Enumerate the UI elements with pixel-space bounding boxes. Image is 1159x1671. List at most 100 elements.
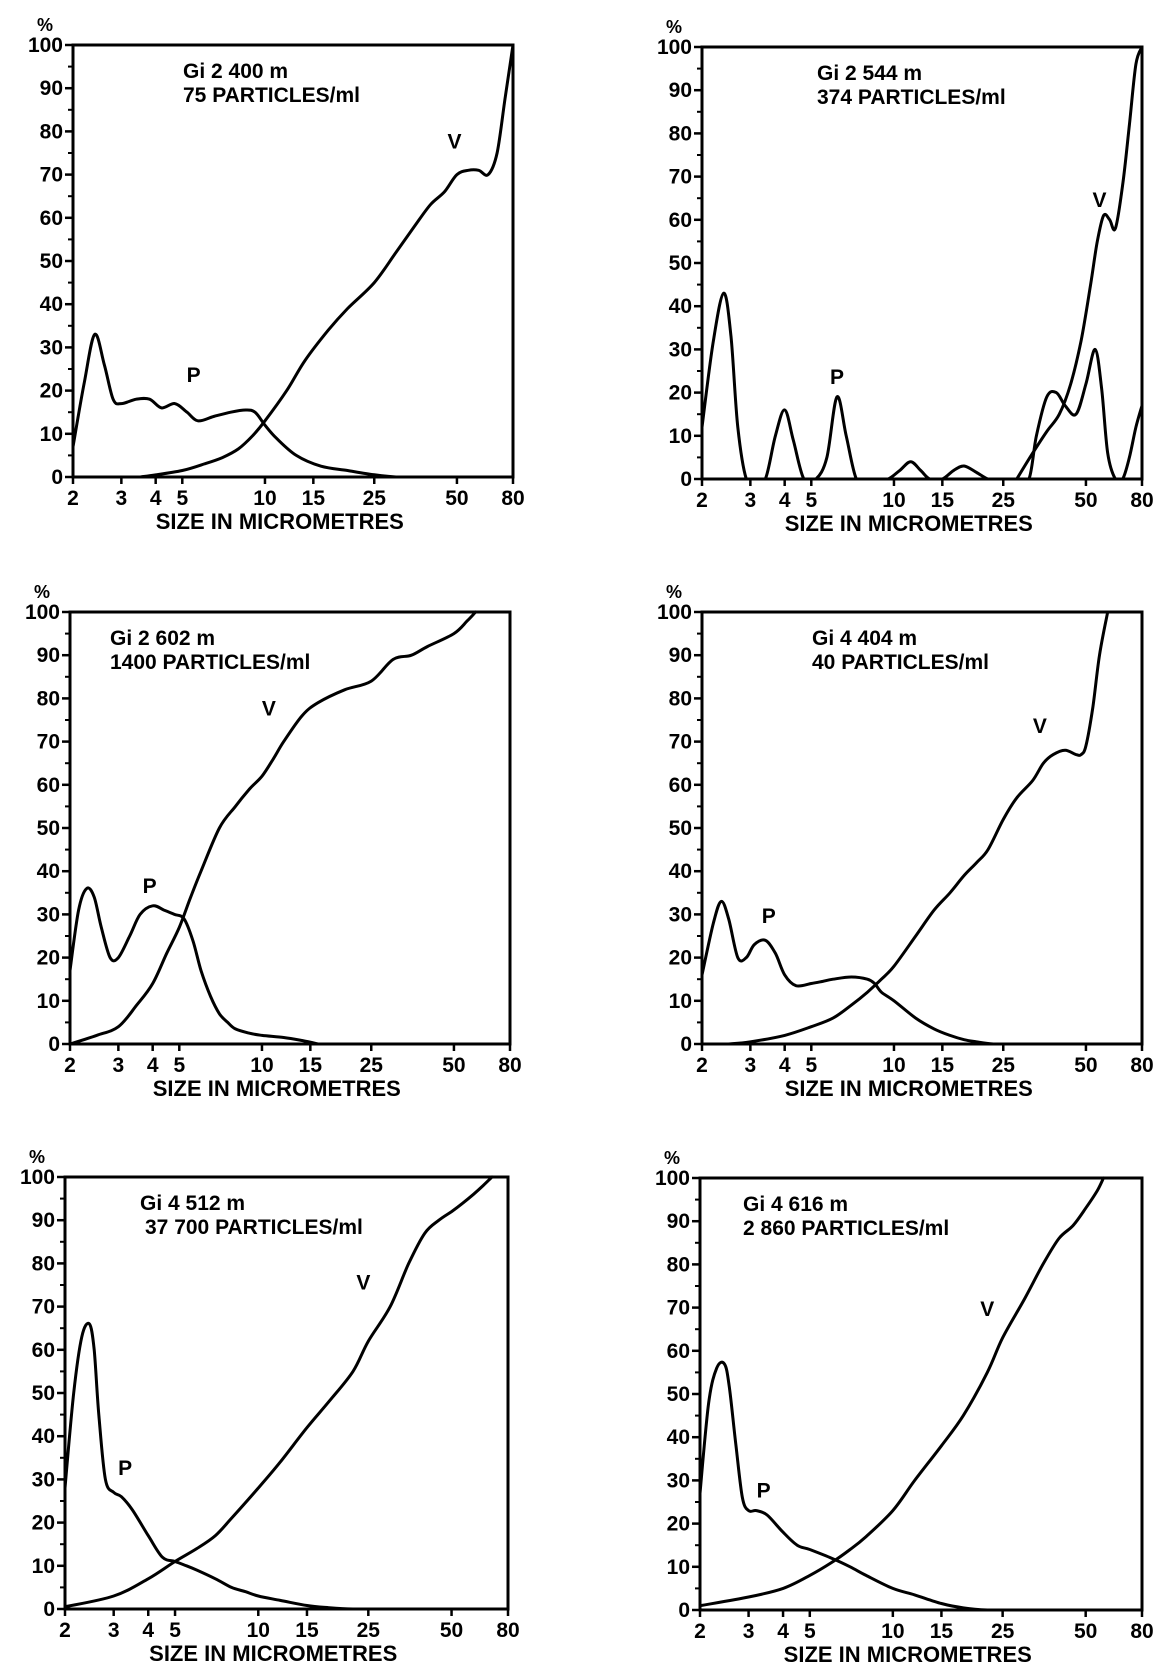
y-tick-label: 50	[32, 1382, 55, 1405]
y-tick-label: 70	[37, 731, 60, 754]
panel-4: 0 10 20 30 40 50 60 70 80 90 100% 2 3 4 5 10 15 25 50 80 SIZ…	[657, 582, 1154, 1101]
x-tick-label: 80	[1130, 1054, 1153, 1077]
x-tick-label: 80	[1130, 1620, 1153, 1643]
series-line-V	[700, 1176, 1105, 1608]
y-tick-label: 50	[669, 817, 692, 840]
x-tick-label: 3	[116, 487, 128, 510]
y-unit-label: %	[664, 1148, 680, 1168]
curve-label-V: V	[448, 131, 462, 154]
y-tick-label: 30	[40, 336, 63, 359]
x-tick-label: 5	[176, 487, 188, 510]
y-tick-label: 70	[32, 1296, 55, 1319]
y-tick-label: 40	[669, 295, 692, 318]
chart-title: Gi 2 602 m	[110, 627, 215, 650]
plot-frame	[698, 1176, 1144, 1612]
x-axis-label: SIZE IN MICROMETRES	[156, 509, 404, 534]
y-tick-label: 100	[657, 601, 692, 624]
x-tick-label: 3	[113, 1054, 125, 1077]
x-tick-label: 25	[363, 487, 387, 510]
x-tick-label: 5	[173, 1054, 185, 1077]
chart-title: Gi 2 544 m	[817, 62, 922, 85]
y-tick-label: 10	[32, 1555, 55, 1578]
series-line-V	[1015, 45, 1142, 479]
y-tick-label: 30	[32, 1468, 55, 1491]
x-tick-label: 15	[931, 1054, 955, 1077]
plot-frame	[63, 1175, 510, 1611]
y-tick-label: 90	[667, 1210, 690, 1233]
y-tick-label: 50	[37, 817, 60, 840]
y-tick-label: 40	[37, 860, 60, 883]
curve-label-V: V	[980, 1298, 994, 1321]
y-tick-label: 40	[669, 860, 692, 883]
chart-subtitle: 75 PARTICLES/ml	[183, 84, 360, 107]
x-tick-label: 4	[142, 1619, 154, 1642]
x-tick-label: 10	[253, 487, 276, 510]
y-tick-label: 10	[669, 990, 692, 1013]
y-tick-label: 30	[669, 903, 692, 926]
x-axis-label: SIZE IN MICROMETRES	[785, 1076, 1033, 1101]
y-unit-label: %	[666, 17, 682, 37]
y-tick-label: 90	[669, 79, 692, 102]
x-tick-label: 25	[357, 1619, 381, 1642]
x-tick-label: 3	[745, 489, 757, 512]
x-tick-label: 15	[931, 489, 955, 512]
curve-label-V: V	[1033, 715, 1047, 738]
y-tick-label: 50	[669, 252, 692, 275]
chart-subtitle: 2 860 PARTICLES/ml	[743, 1217, 949, 1240]
x-tick-label: 25	[991, 1620, 1015, 1643]
y-unit-label: %	[666, 582, 682, 602]
x-tick-label: 2	[696, 1054, 708, 1077]
x-tick-label: 10	[247, 1619, 270, 1642]
x-tick-label: 2	[64, 1054, 76, 1077]
y-tick-label: 80	[40, 120, 63, 143]
x-tick-label: 4	[147, 1054, 159, 1077]
y-tick-label: 10	[669, 425, 692, 448]
x-axis-label: SIZE IN MICROMETRES	[784, 1642, 1032, 1667]
y-tick-label: 80	[667, 1253, 690, 1276]
curve-label-P: P	[118, 1457, 132, 1480]
series-line-P	[702, 899, 1019, 1044]
x-tick-label: 50	[1074, 489, 1097, 512]
x-tick-label: 80	[496, 1619, 519, 1642]
curve-label-P: P	[143, 875, 157, 898]
series-line-V	[65, 1175, 494, 1609]
series-line-P	[65, 1321, 392, 1609]
x-tick-label: 15	[302, 487, 326, 510]
panel-5: 0 10 20 30 40 50 60 70 80 90 100% 2 3 4 5 10 15 25 50 80 SIZ…	[20, 1147, 520, 1666]
x-tick-label: 2	[694, 1620, 706, 1643]
curve-label-V: V	[1092, 189, 1106, 212]
x-tick-label: 10	[882, 489, 905, 512]
y-tick-label: 40	[32, 1425, 55, 1448]
y-tick-label: 60	[669, 774, 692, 797]
y-tick-label: 10	[667, 1556, 690, 1579]
y-tick-label: 50	[667, 1383, 690, 1406]
x-tick-label: 4	[777, 1620, 789, 1643]
y-tick-label: 90	[32, 1209, 55, 1232]
y-tick-label: 40	[40, 293, 63, 316]
y-tick-label: 10	[40, 423, 63, 446]
x-axis-label: SIZE IN MICROMETRES	[149, 1641, 397, 1666]
y-tick-label: 20	[669, 947, 692, 970]
plot-frame	[71, 43, 515, 479]
x-tick-label: 50	[1074, 1054, 1097, 1077]
series-line-V	[727, 610, 1110, 1044]
x-tick-label: 80	[1130, 489, 1153, 512]
panel-1: 0 10 20 30 40 50 60 70 80 90 100% 2 3 4 5 10 15 25 50 80 SIZ…	[28, 15, 525, 534]
chart-subtitle: 374 PARTICLES/ml	[817, 86, 1006, 109]
y-tick-label: 0	[680, 1033, 692, 1056]
curve-label-V: V	[262, 698, 276, 721]
y-tick-label: 80	[32, 1252, 55, 1275]
x-tick-label: 25	[992, 1054, 1016, 1077]
curve-label-P: P	[762, 905, 776, 928]
x-tick-label: 2	[67, 487, 79, 510]
y-tick-label: 0	[43, 1598, 55, 1621]
y-tick-label: 90	[37, 644, 60, 667]
y-tick-label: 0	[680, 468, 692, 491]
y-tick-label: 70	[40, 164, 63, 187]
y-tick-label: 100	[657, 36, 692, 59]
series-line-P	[700, 1360, 1018, 1610]
y-tick-label: 20	[669, 382, 692, 405]
y-tick-label: 30	[37, 903, 60, 926]
x-axis-label: SIZE IN MICROMETRES	[153, 1076, 401, 1101]
